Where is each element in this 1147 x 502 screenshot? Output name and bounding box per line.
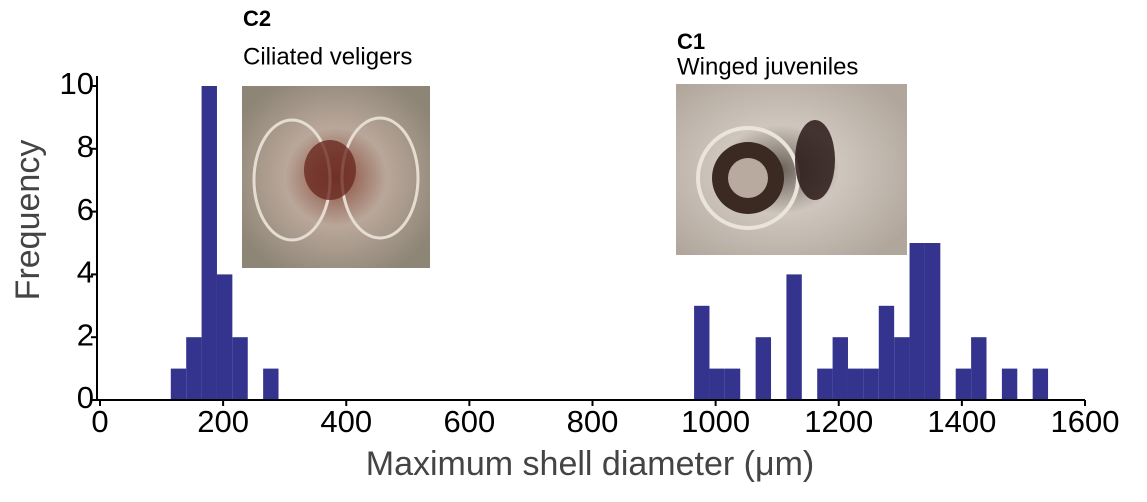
x-tick-label: 1400 (927, 404, 996, 439)
bar (725, 369, 740, 400)
y-tick-label: 10 (60, 66, 94, 101)
bar (709, 369, 724, 400)
chart: 024681002004006008001000120014001600 C2 … (0, 0, 1147, 502)
y-tick-label: 4 (77, 255, 94, 290)
annotation-text: Winged juveniles (677, 53, 858, 80)
bar (202, 86, 217, 400)
bar (1002, 369, 1017, 400)
y-tick-label: 2 (77, 317, 94, 352)
photo-c2 (242, 86, 430, 268)
y-tick-label: 8 (77, 129, 94, 164)
y-tick-label: 6 (77, 192, 94, 227)
bar (894, 337, 909, 400)
bar (879, 306, 894, 400)
bar (171, 369, 186, 400)
bar (217, 274, 232, 400)
bar (817, 369, 832, 400)
bar (694, 306, 709, 400)
x-tick-label: 1600 (1051, 404, 1120, 439)
bar (786, 274, 801, 400)
x-tick-label: 1000 (681, 404, 750, 439)
bar (756, 337, 771, 400)
annotation-label: C2 (243, 6, 271, 31)
bar (956, 369, 971, 400)
bar (863, 369, 878, 400)
x-tick-label: 0 (91, 404, 108, 439)
x-tick-label: 1200 (804, 404, 873, 439)
x-tick-label: 600 (444, 404, 496, 439)
bar (971, 337, 986, 400)
bar (910, 243, 925, 400)
x-axis-title: Maximum shell diameter (μm) (366, 445, 814, 483)
bar (186, 337, 201, 400)
bar (925, 243, 940, 400)
bar (263, 369, 278, 400)
annotation-text: Ciliated veligers (243, 43, 412, 70)
bar (1033, 369, 1048, 400)
photo-c1 (676, 84, 907, 255)
x-tick-label: 400 (320, 404, 372, 439)
y-axis-title: Frequency (9, 140, 47, 301)
x-tick-label: 200 (197, 404, 249, 439)
bar (848, 369, 863, 400)
bar (833, 337, 848, 400)
x-tick-label: 800 (567, 404, 619, 439)
bar (232, 337, 247, 400)
annotation-label: C1 (677, 29, 705, 54)
